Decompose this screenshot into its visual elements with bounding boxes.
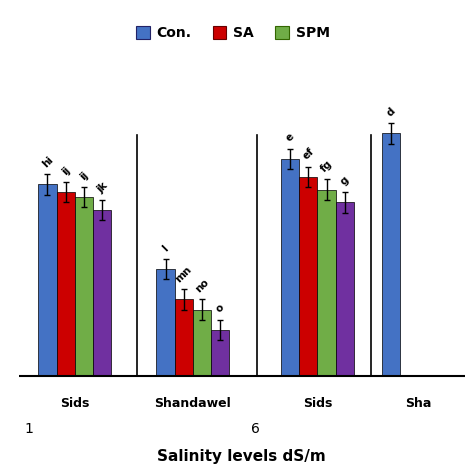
Text: g: g (338, 175, 351, 187)
Text: o: o (214, 302, 227, 315)
Bar (382, 134, 400, 376)
Text: e: e (284, 132, 296, 144)
Legend: Con., SA, SPM: Con., SA, SPM (130, 21, 335, 46)
Bar (38, 184, 56, 376)
Text: no: no (193, 277, 211, 294)
Text: ij: ij (60, 164, 72, 177)
Bar (93, 210, 111, 376)
Text: jk: jk (95, 180, 109, 195)
Bar (174, 300, 193, 376)
Bar (281, 159, 299, 376)
Text: mn: mn (174, 264, 194, 284)
Text: hi: hi (40, 155, 55, 169)
Bar (299, 177, 318, 376)
Bar (56, 192, 75, 376)
Text: 1: 1 (24, 422, 33, 436)
Text: ij: ij (78, 170, 90, 182)
Text: 6: 6 (251, 422, 260, 436)
Bar (75, 197, 93, 376)
Bar (211, 330, 229, 376)
Bar (193, 310, 211, 376)
Bar (156, 269, 174, 376)
Text: ef: ef (301, 146, 316, 162)
X-axis label: Salinity levels dS/m: Salinity levels dS/m (157, 449, 326, 464)
Text: fg: fg (319, 159, 334, 174)
Bar (336, 202, 354, 376)
Text: l: l (161, 244, 170, 254)
Text: d: d (385, 106, 397, 118)
Bar (318, 190, 336, 376)
